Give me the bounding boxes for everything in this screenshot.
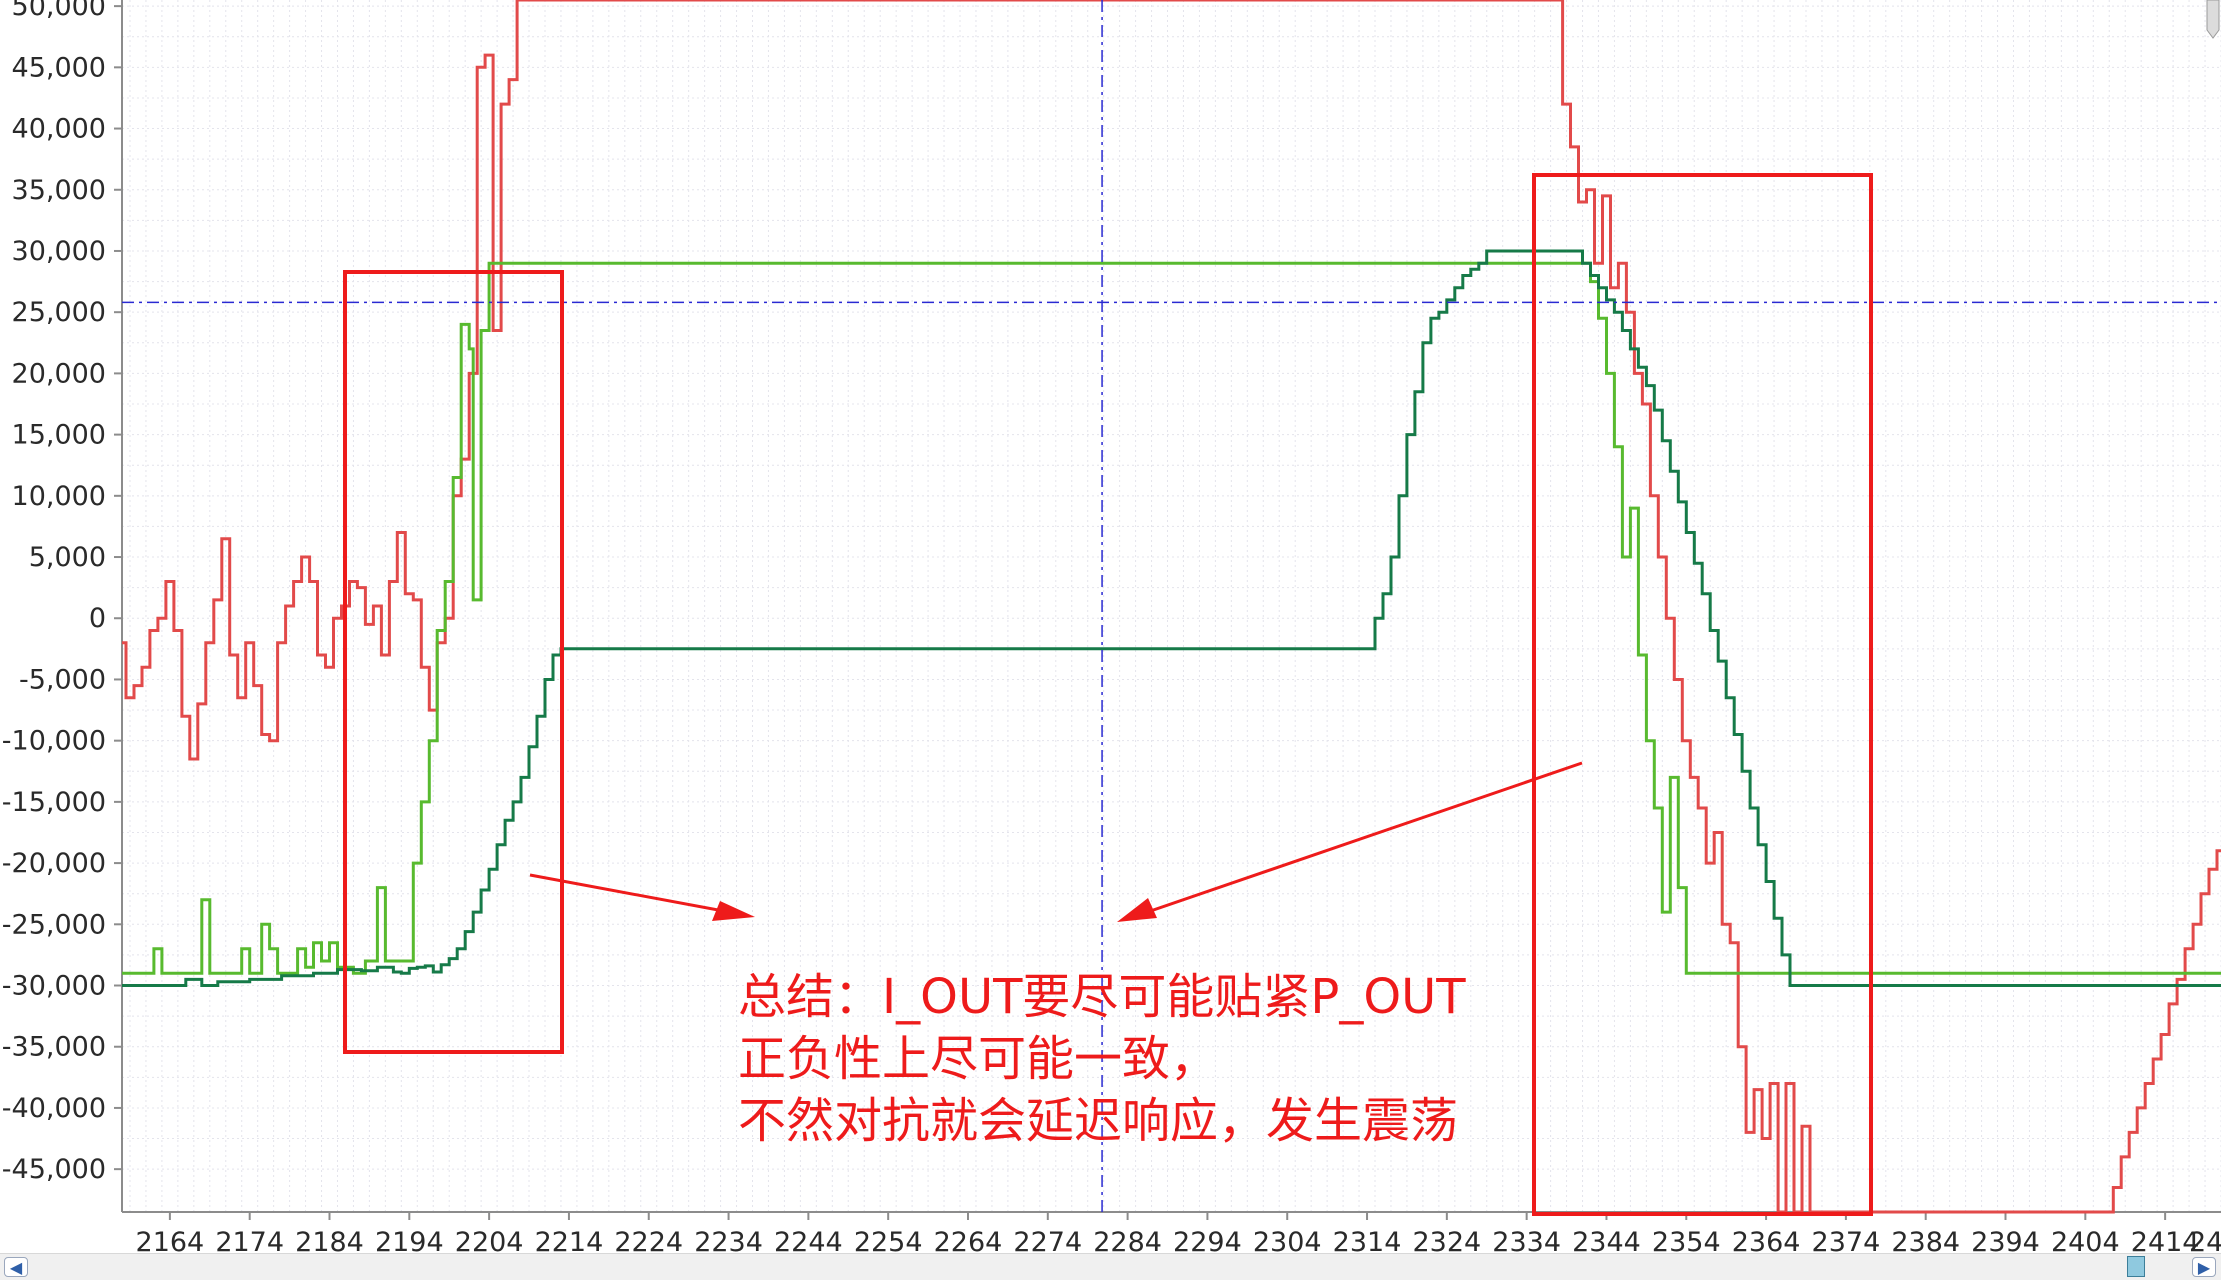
x-tick-label: 2234	[694, 1227, 763, 1253]
scroll-thumb[interactable]	[2127, 1256, 2146, 1277]
highlight-box-left	[343, 270, 564, 1054]
x-tick-label: 2304	[1253, 1227, 1322, 1253]
x-tick-label: 2364	[1732, 1227, 1801, 1253]
x-axis-tick-labels: 2164 2174 2184 2194 2204 2214 2224 2234 2244 2254…	[136, 1227, 2221, 1253]
y-tick-label: 10,000	[12, 481, 106, 512]
y-tick-label: -15,000	[2, 787, 106, 818]
chart-background	[0, 0, 2221, 1253]
y-tick-label: 5,000	[29, 542, 106, 573]
vertical-scrollbar-end[interactable]	[2205, 0, 2221, 40]
series-line-1	[122, 0, 2221, 1214]
y-tick-label: -10,000	[2, 726, 106, 757]
horizontal-scrollbar[interactable]: ◀ ▶	[0, 1253, 2221, 1280]
y-tick-label: 15,000	[12, 420, 106, 451]
y-tick-label: -45,000	[2, 1154, 106, 1185]
y-tick-label: -20,000	[2, 848, 106, 879]
x-tick-label: 2314	[1333, 1227, 1402, 1253]
y-tick-label: 25,000	[12, 297, 106, 328]
annotation-text: 总结：I_OUT要尽可能贴紧P_OUT 正负性上尽可能一致， 不然对抗就会延迟响…	[738, 969, 1466, 1149]
annotation-arrow-left	[529, 873, 746, 917]
y-tick-label: 40,000	[12, 114, 106, 145]
x-tick-label: 2244	[774, 1227, 843, 1253]
series-line-2	[122, 261, 2221, 975]
y-tick-label: -35,000	[2, 1032, 106, 1063]
x-tick-label: 2374	[1812, 1227, 1881, 1253]
y-tick-label: -30,000	[2, 971, 106, 1002]
series-line-3	[122, 249, 2221, 987]
annotation-line-1: 总结：I_OUT要尽可能贴紧P_OUT	[738, 969, 1466, 1025]
x-tick-label: 2324	[1412, 1227, 1481, 1253]
x-tick-label: 2384	[1891, 1227, 1960, 1253]
highlight-box-right	[1532, 173, 1873, 1216]
annotation-line-2: 正负性上尽可能一致，	[738, 1031, 1218, 1087]
y-tick-label: 30,000	[12, 236, 106, 267]
annotation-arrow-right-head	[1117, 898, 1157, 922]
crosshair	[122, 0, 2221, 1212]
x-tick-label: 2274	[1013, 1227, 1082, 1253]
annotation-arrow-left-head	[712, 901, 755, 921]
y-tick-label: 0	[89, 603, 106, 634]
x-tick-label: 2404	[2051, 1227, 2120, 1253]
x-tick-label: 2414	[2131, 1227, 2200, 1253]
x-tick-label: 2264	[934, 1227, 1003, 1253]
chart-canvas: 50,000 45,000 40,000 35,000 30,000 25,000 20,0…	[0, 0, 2221, 1253]
x-tick-label: 2204	[455, 1227, 524, 1253]
x-tick-label: 2284	[1093, 1227, 1162, 1253]
x-tick-label: 2254	[854, 1227, 923, 1253]
y-tick-label: -40,000	[2, 1093, 106, 1124]
x-tick-label: 2294	[1173, 1227, 1242, 1253]
y-tick-label: 45,000	[12, 52, 106, 83]
highlight-boxes	[343, 173, 1873, 1216]
x-tick-label: 2194	[375, 1227, 444, 1253]
x-tick-label: 2174	[215, 1227, 284, 1253]
annotation-arrow-right	[1129, 761, 1583, 920]
x-tick-label: 2334	[1492, 1227, 1561, 1253]
x-tick-label: 2224	[614, 1227, 683, 1253]
series-lines	[122, 0, 2221, 1214]
scroll-left-arrow-icon[interactable]: ◀	[4, 1257, 28, 1277]
y-tick-label: 20,000	[12, 358, 106, 389]
y-tick-label: 35,000	[12, 175, 106, 206]
y-tick-label: -5,000	[19, 664, 106, 695]
annotation-arrows	[529, 761, 1583, 922]
x-tick-label: 2214	[535, 1227, 604, 1253]
x-tick-label: 2394	[1971, 1227, 2040, 1253]
y-axis-tick-labels: 50,000 45,000 40,000 35,000 30,000 25,000 20,0…	[2, 0, 106, 1185]
grid-lines	[122, 0, 2221, 1212]
x-tick-label: 2344	[1572, 1227, 1641, 1253]
x-tick-label: 2184	[295, 1227, 364, 1253]
y-tick-label: 50,000	[12, 0, 106, 22]
x-tick-label: 24	[2189, 1227, 2221, 1253]
scroll-right-arrow-icon[interactable]: ▶	[2192, 1257, 2216, 1277]
x-tick-label: 2354	[1652, 1227, 1721, 1253]
annotation-line-3: 不然对抗就会延迟响应，发生震荡	[738, 1093, 1458, 1149]
x-tick-label: 2164	[136, 1227, 205, 1253]
y-tick-label: -25,000	[2, 909, 106, 940]
